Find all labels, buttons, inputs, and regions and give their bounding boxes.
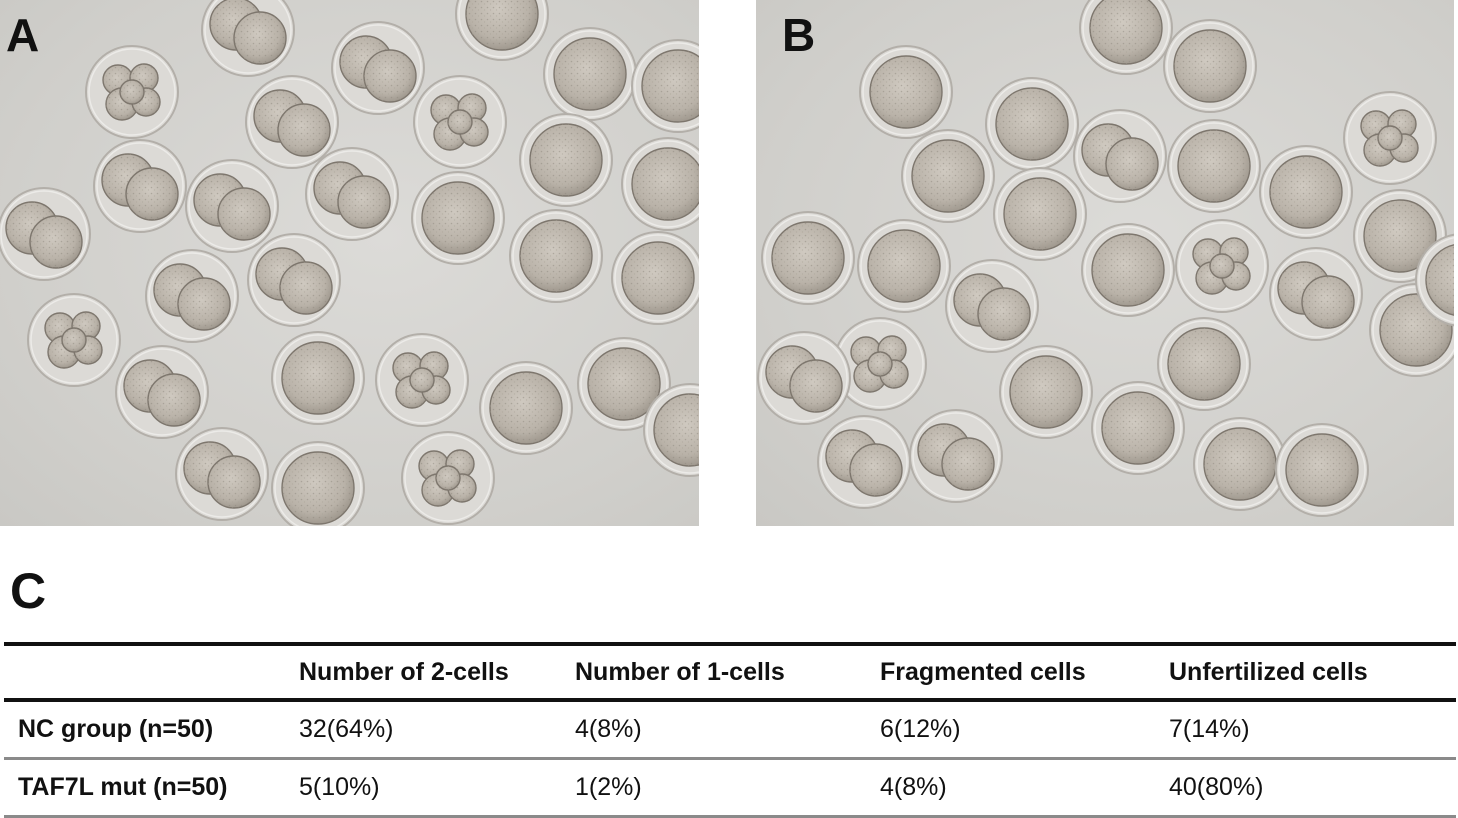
embryo: [1073, 109, 1167, 203]
micrograph-panel-a: [0, 0, 699, 526]
embryo: [817, 415, 911, 509]
embryo: [413, 75, 507, 169]
embryo: [375, 333, 469, 427]
embryo: [993, 167, 1087, 261]
embryo: [643, 383, 699, 477]
embryo: [509, 209, 603, 303]
cell-one-cells: 1(2%): [575, 772, 642, 801]
embryo: [115, 345, 209, 439]
embryo: [145, 249, 239, 343]
embryo: [1163, 19, 1257, 113]
cell-fragmented: 6(12%): [880, 714, 961, 743]
embryo: [201, 0, 295, 77]
cell-unfertilized: 40(80%): [1169, 772, 1264, 801]
embryo: [761, 211, 855, 305]
table-row: TAF7L mut (n=50) 5(10%) 1(2%) 4(8%) 40(8…: [4, 758, 1456, 816]
cell-one-cells: 4(8%): [575, 714, 642, 743]
embryo: [185, 159, 279, 253]
embryo: [1415, 233, 1454, 327]
cell-fragmented: 4(8%): [880, 772, 947, 801]
header-unfertilized: Unfertilized cells: [1169, 657, 1368, 686]
embryo: [543, 27, 637, 121]
embryo: [1175, 219, 1269, 313]
panel-label-c: C: [10, 563, 47, 619]
embryo: [175, 427, 269, 521]
embryo-field-b: [757, 0, 1454, 517]
embryo: [479, 361, 573, 455]
cell-unfertilized: 7(14%): [1169, 714, 1250, 743]
embryo: [271, 441, 365, 526]
embryo: [945, 259, 1039, 353]
embryo: [27, 293, 121, 387]
panel-label-a: A: [6, 9, 40, 61]
embryo: [85, 45, 179, 139]
embryo: [999, 345, 1093, 439]
results-table: Number of 2-cells Number of 1-cells Frag…: [4, 642, 1456, 818]
embryo: [857, 219, 951, 313]
embryo: [985, 77, 1079, 171]
panel-label-b: B: [782, 9, 816, 61]
embryo: [1167, 119, 1261, 213]
embryo: [411, 171, 505, 265]
embryo: [901, 129, 995, 223]
embryo: [1269, 247, 1363, 341]
embryo: [1091, 381, 1185, 475]
embryo: [519, 113, 613, 207]
embryo: [0, 187, 91, 281]
embryo: [859, 45, 953, 139]
cell-two-cells: 32(64%): [299, 714, 394, 743]
embryo: [305, 147, 399, 241]
table-row: NC group (n=50) 32(64%) 4(8%) 6(12%) 7(1…: [4, 700, 1456, 758]
embryo: [833, 317, 927, 411]
embryo: [401, 431, 495, 525]
header-one-cells: Number of 1-cells: [575, 657, 785, 686]
embryo-field-a: [0, 0, 699, 526]
embryo: [621, 137, 699, 231]
row-group-label: NC group (n=50): [18, 714, 214, 743]
embryo: [1259, 145, 1353, 239]
embryo: [245, 75, 339, 169]
micrograph-panel-b: [756, 0, 1454, 526]
embryo: [1157, 317, 1251, 411]
embryo: [455, 0, 549, 61]
cell-two-cells: 5(10%): [299, 772, 380, 801]
embryo: [631, 39, 699, 133]
embryo: [577, 337, 671, 431]
embryo: [1081, 223, 1175, 317]
embryo: [757, 331, 851, 425]
embryo: [1353, 189, 1447, 283]
embryo: [1079, 0, 1173, 75]
embryo: [909, 409, 1003, 503]
embryo: [611, 231, 699, 325]
embryo: [93, 139, 187, 233]
embryo: [1193, 417, 1287, 511]
embryo: [247, 233, 341, 327]
embryo: [271, 331, 365, 425]
header-fragmented: Fragmented cells: [880, 657, 1086, 686]
header-two-cells: Number of 2-cells: [299, 657, 509, 686]
table-header-row: Number of 2-cells Number of 1-cells Frag…: [4, 644, 1456, 700]
embryo: [1343, 91, 1437, 185]
row-group-label: TAF7L mut (n=50): [18, 772, 228, 801]
embryo: [331, 21, 425, 115]
header-empty: [4, 644, 299, 700]
embryo: [1275, 423, 1369, 517]
